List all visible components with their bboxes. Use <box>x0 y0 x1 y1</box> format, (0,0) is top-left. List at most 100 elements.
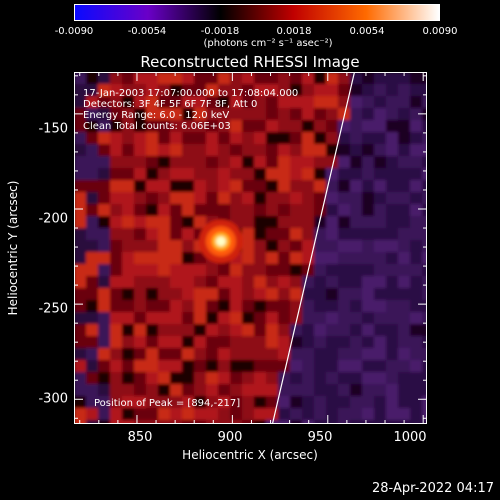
heatmap-cell <box>110 84 123 97</box>
heatmap-cell <box>110 264 123 277</box>
heatmap-cell <box>350 168 363 181</box>
heatmap-cell <box>86 204 99 217</box>
heatmap-cell <box>146 348 159 361</box>
heatmap-cell <box>182 252 195 265</box>
heatmap-cell <box>302 384 315 397</box>
heatmap-cell <box>122 252 135 265</box>
heatmap-cell <box>206 156 219 169</box>
heatmap-cell <box>146 276 159 289</box>
heatmap-cell <box>374 408 387 421</box>
heatmap-cell <box>134 228 147 241</box>
heatmap-cell <box>266 300 279 313</box>
heatmap-cell <box>254 396 267 409</box>
heatmap-cell <box>362 276 375 289</box>
heatmap-cell <box>326 120 339 133</box>
heatmap-cell <box>158 180 171 193</box>
heatmap-cell <box>278 84 291 97</box>
heatmap-cell <box>410 216 423 229</box>
heatmap-cell <box>386 264 399 277</box>
heatmap-cell <box>386 372 399 385</box>
heatmap-cell <box>374 336 387 349</box>
heatmap-cell <box>230 420 243 424</box>
heatmap-cell <box>374 312 387 325</box>
heatmap-cell <box>134 264 147 277</box>
heatmap-cell <box>398 120 411 133</box>
heatmap-cell <box>254 180 267 193</box>
heatmap-cell <box>158 372 171 385</box>
heatmap-cell <box>422 96 427 109</box>
colorbar-tick-label: 0.0090 <box>422 26 458 37</box>
heatmap-cell <box>266 384 279 397</box>
heatmap-cell <box>122 336 135 349</box>
heatmap-cell <box>230 348 243 361</box>
heatmap-cell <box>206 204 219 217</box>
heatmap-cell <box>374 348 387 361</box>
peak-position-label: Position of Peak = [894,-217] <box>94 398 241 409</box>
heatmap-cell <box>170 264 183 277</box>
heatmap-cell <box>410 312 423 325</box>
heatmap-cell <box>206 72 219 85</box>
heatmap-cell <box>314 300 327 313</box>
heatmap-cell <box>194 144 207 157</box>
heatmap-cell <box>350 372 363 385</box>
heatmap-cell <box>86 372 99 385</box>
heatmap-cell <box>314 180 327 193</box>
heatmap-cell <box>194 156 207 169</box>
heatmap-cell <box>122 276 135 289</box>
heatmap-cell <box>194 84 207 97</box>
heatmap-cell <box>182 132 195 145</box>
heatmap-cell <box>422 336 427 349</box>
heatmap-cell <box>278 420 291 424</box>
heatmap-cell <box>254 264 267 277</box>
heatmap-cell <box>386 324 399 337</box>
heatmap-cell <box>374 96 387 109</box>
heatmap-cell <box>218 84 231 97</box>
heatmap-cell <box>242 324 255 337</box>
heatmap-cell <box>134 348 147 361</box>
heatmap-cell <box>218 348 231 361</box>
heatmap-cell <box>98 420 111 424</box>
heatmap-cell <box>362 216 375 229</box>
heatmap-cell <box>290 144 303 157</box>
heatmap-cell <box>194 420 207 424</box>
heatmap-cell <box>386 192 399 205</box>
heatmap-cell <box>242 312 255 325</box>
heatmap-cell <box>362 300 375 313</box>
x-tick-label: 850 <box>127 430 153 445</box>
heatmap-cell <box>122 72 135 85</box>
heatmap-cell <box>410 168 423 181</box>
heatmap-cell <box>254 96 267 109</box>
heatmap-cell <box>254 144 267 157</box>
heatmap-cell <box>242 396 255 409</box>
heatmap-cell <box>146 96 159 109</box>
heatmap-cell <box>74 372 87 385</box>
heatmap-cell <box>98 168 111 181</box>
heatmap-cell <box>110 348 123 361</box>
heatmap-cell <box>374 216 387 229</box>
heatmap-cell <box>374 192 387 205</box>
heatmap-cell <box>422 72 427 85</box>
heatmap-cell <box>134 156 147 169</box>
heatmap-cell <box>386 360 399 373</box>
heatmap-cell <box>158 276 171 289</box>
heatmap-cell <box>134 84 147 97</box>
heatmap-cell <box>86 180 99 193</box>
heatmap-cell <box>98 288 111 301</box>
heatmap-cell <box>302 168 315 181</box>
heatmap-cell <box>218 96 231 109</box>
heatmap-cell <box>158 84 171 97</box>
heatmap-cell <box>266 156 279 169</box>
heatmap-cell <box>254 72 267 85</box>
heatmap-cell <box>398 192 411 205</box>
heatmap-cell <box>314 84 327 97</box>
heatmap-cell <box>338 216 351 229</box>
heatmap-cell <box>158 312 171 325</box>
heatmap-cell <box>242 96 255 109</box>
heatmap-cell <box>110 360 123 373</box>
heatmap-cell <box>362 120 375 133</box>
heatmap-cell <box>98 72 111 85</box>
heatmap-cell <box>170 240 183 253</box>
heatmap-cell <box>122 216 135 229</box>
heatmap-cell <box>374 252 387 265</box>
heatmap-cell <box>230 144 243 157</box>
